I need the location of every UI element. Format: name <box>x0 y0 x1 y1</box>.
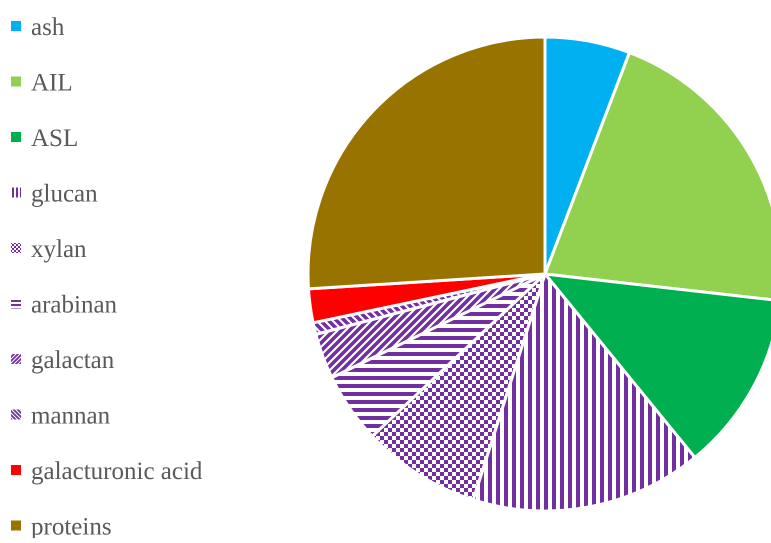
legend-swatch-mannan <box>11 409 21 420</box>
pie-slice-asl <box>543 272 771 460</box>
pie-slices <box>306 35 771 513</box>
legend-label-glucan: glucan <box>31 181 98 208</box>
legend-label-ash: ash <box>31 14 65 41</box>
legend-swatch-galactan <box>11 354 21 364</box>
legend-swatch-glucan <box>11 187 21 198</box>
legend-label-proteins: proteins <box>31 514 112 539</box>
legend-swatch-xylan <box>11 243 21 253</box>
legend-label-galactan: galactan <box>31 347 115 374</box>
pie-slice-proteins <box>306 35 547 291</box>
legend-label-ail: AIL <box>31 70 73 97</box>
legend: ash AIL ASL glucan xylan arabinan galactan mann… <box>11 14 203 541</box>
legend-swatch-arabinan <box>11 298 21 309</box>
legend-swatch-ash <box>11 21 21 31</box>
legend-label-xylan: xylan <box>31 236 87 263</box>
legend-swatch-ail <box>11 76 21 87</box>
legend-label-asl: ASL <box>31 125 78 152</box>
legend-swatch-proteins <box>11 520 21 531</box>
legend-swatch-galacturonic-acid <box>11 465 21 475</box>
legend-swatch-asl <box>11 132 21 142</box>
legend-label-galacturonic-acid: galacturonic acid <box>31 458 203 485</box>
pie-slice-ail <box>543 51 771 302</box>
pie-slice-glucan <box>471 272 697 513</box>
pie-slice-xylan <box>370 272 547 502</box>
legend-label-arabinan: arabinan <box>31 292 118 319</box>
legend-label-mannan: mannan <box>31 403 111 430</box>
